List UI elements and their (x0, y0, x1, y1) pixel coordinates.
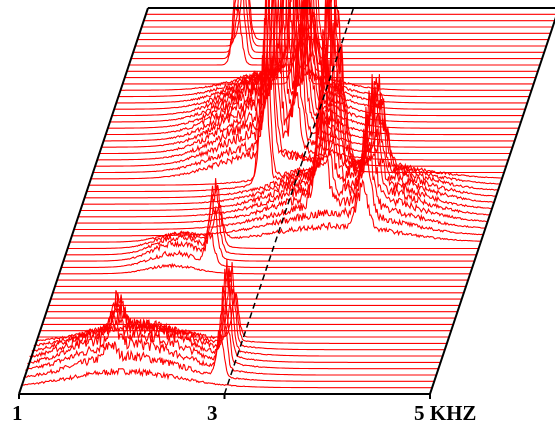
spectrum-trace-6 (29, 259, 441, 363)
spectrum-trace-45 (112, 0, 523, 117)
spectrum-trace-39 (99, 0, 511, 155)
spectrum-trace-48 (118, 0, 530, 98)
spectrum-trace-41 (103, 0, 515, 142)
spectrum-trace-9 (35, 283, 447, 344)
dashed-reference-line (223, 7, 355, 395)
x-tick-label-3: 3 (207, 401, 218, 425)
spectrum-trace-56 (135, 0, 547, 47)
spectrum-trace-20 (59, 262, 471, 275)
x-tick-label-5-khz: 5 KHZ (414, 401, 477, 425)
spectrum-trace-7 (31, 267, 443, 357)
spectrum-trace-53 (129, 0, 540, 66)
spectrum-trace-3 (23, 333, 435, 382)
spectrum-trace-26 (71, 148, 484, 237)
spectrum-trace-25 (69, 178, 481, 243)
spectrum-trace-44 (109, 0, 521, 123)
spectrum-trace-34 (88, 0, 500, 186)
spectrum-trace-4 (25, 296, 437, 376)
spectrum-trace-33 (86, 0, 498, 193)
spectrum-trace-36 (93, 0, 504, 174)
spectrum-trace-10 (38, 293, 449, 338)
spectrum-trace-27 (74, 101, 486, 231)
spectrum-trace-32 (84, 0, 496, 199)
spectrum-trace-5 (27, 285, 439, 370)
spectrum-trace-28 (76, 59, 488, 224)
spectrum-trace-2 (20, 367, 433, 389)
spectrum-trace-50 (122, 0, 534, 85)
spectrum-trace-38 (97, 0, 509, 161)
spectrum-trace-30 (80, 0, 492, 212)
spectrum-trace-37 (95, 0, 507, 167)
x-tick-label-1: 1 (12, 401, 23, 425)
spectrum-trace-31 (82, 0, 494, 205)
spectrum-trace-21 (61, 231, 473, 268)
spectrum-trace-29 (78, 29, 490, 218)
spectrum-trace-47 (116, 0, 528, 104)
spectrum-trace-35 (90, 0, 502, 180)
spectrum-trace-23 (65, 185, 477, 256)
waterfall-frame (18, 7, 555, 395)
spectrum-trace-40 (101, 0, 513, 148)
